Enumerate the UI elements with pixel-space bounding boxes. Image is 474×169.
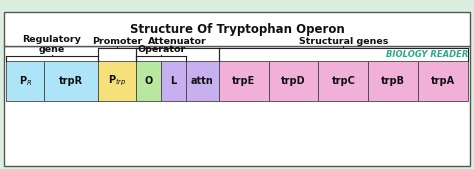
Text: attn: attn [191,76,214,86]
Bar [45,61,98,101]
Text: P$_{trp}$: P$_{trp}$ [108,74,127,88]
Bar [319,61,368,101]
Bar [98,61,137,101]
Text: trpE: trpE [232,76,255,86]
Bar [219,61,269,101]
Text: Structure Of Tryptophan Operon: Structure Of Tryptophan Operon [129,22,345,35]
Text: BIOLOGY READER: BIOLOGY READER [386,50,468,59]
Text: trpR: trpR [59,76,83,86]
Text: Regulatory
gene: Regulatory gene [23,35,82,54]
Bar [137,61,161,101]
Bar [161,61,186,101]
Bar [4,46,470,166]
Text: Attenuator: Attenuator [148,37,207,46]
Bar [186,61,219,101]
Text: trpB: trpB [381,76,405,86]
Bar [418,61,468,101]
Text: O: O [145,76,153,86]
Bar [6,61,45,101]
Text: trpA: trpA [431,76,455,86]
Bar [4,12,470,46]
Text: Operator: Operator [137,45,185,54]
Text: L: L [171,76,177,86]
Bar [269,61,319,101]
Text: trpD: trpD [281,76,306,86]
Text: Structural genes: Structural genes [299,37,388,46]
Text: P$_R$: P$_R$ [18,74,32,88]
Text: trpC: trpC [331,76,356,86]
Text: Promoter: Promoter [92,37,142,46]
Bar [368,61,418,101]
